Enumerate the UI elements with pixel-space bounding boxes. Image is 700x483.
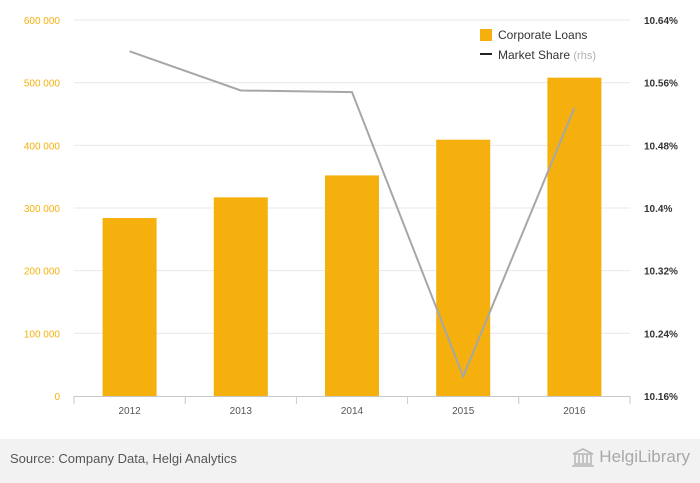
y-right-tick-label: 10.48% — [644, 141, 678, 152]
y-left-tick-label: 0 — [54, 392, 60, 403]
x-tick-label: 2013 — [230, 406, 253, 417]
combo-chart: 0 100 000 200 000 300 000 400 000 500 000 600 … — [24, 16, 678, 417]
y-right-tick-label: 10.32% — [644, 267, 678, 278]
x-tick-label: 2015 — [452, 406, 475, 417]
market-share-line — [129, 50, 576, 380]
x-tick-label: 2014 — [341, 406, 364, 417]
y-left-tick-label: 100 000 — [24, 329, 61, 340]
bar — [547, 77, 602, 397]
y-right-tick-label: 10.64% — [644, 16, 678, 27]
y-right-tick-label: 10.24% — [644, 329, 678, 340]
x-tick-label: 2012 — [118, 406, 141, 417]
y-left-tick-label: 300 000 — [24, 204, 61, 215]
y-left-tick-label: 500 000 — [24, 79, 61, 90]
bar — [102, 218, 157, 396]
y-right-tick-label: 10.16% — [644, 392, 678, 403]
y-left-tick-label: 400 000 — [24, 141, 61, 152]
helgi-library-logo[interactable]: HelgiLibrary — [571, 447, 690, 467]
legend-swatch-corporate-loans — [480, 29, 492, 41]
y-left-tick-label: 600 000 — [24, 16, 61, 27]
bar — [436, 139, 491, 396]
logo-text: HelgiLibrary — [599, 447, 690, 466]
y-left-tick-label: 200 000 — [24, 267, 61, 278]
legend-rhs-note: (rhs) — [573, 50, 596, 62]
legend-label-corporate-loans: Corporate Loans — [498, 28, 587, 42]
legend-label-market-share: Market Share (rhs) — [498, 48, 596, 62]
footer: Source: Company Data, Helgi Analytics He… — [0, 439, 700, 483]
y-right-tick-label: 10.4% — [644, 204, 672, 215]
bar — [325, 175, 379, 396]
library-building-icon — [572, 448, 595, 467]
source-note: Source: Company Data, Helgi Analytics — [10, 451, 237, 466]
x-tick-label: 2016 — [563, 406, 586, 417]
legend-series-name: Market Share — [498, 48, 573, 62]
bar — [213, 197, 268, 396]
y-right-tick-label: 10.56% — [644, 79, 678, 90]
